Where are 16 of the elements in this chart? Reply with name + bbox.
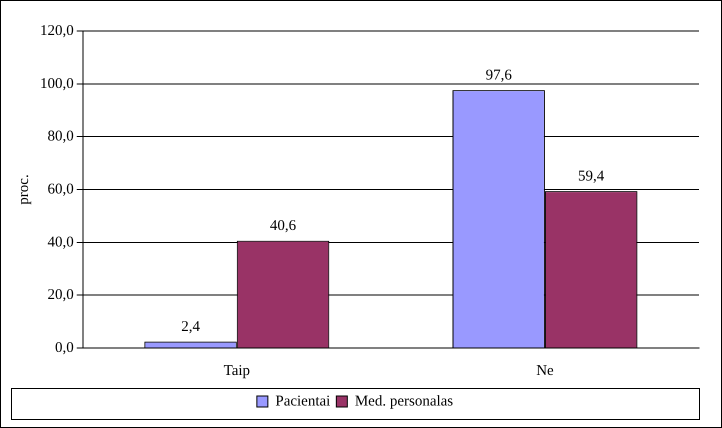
data-label: 59,4 bbox=[578, 168, 605, 185]
data-label: 97,6 bbox=[486, 68, 512, 84]
data-label: 2,4 bbox=[181, 319, 200, 336]
y-tick-label: 120,0 bbox=[40, 22, 74, 39]
x-tick-label: Taip bbox=[224, 362, 250, 379]
y-axis-title: proc. bbox=[16, 174, 32, 205]
y-tick-label: 40,0 bbox=[48, 234, 74, 250]
data-label: 40,6 bbox=[270, 218, 297, 234]
y-tick-label: 0,0 bbox=[55, 340, 74, 356]
y-tick-label: 80,0 bbox=[48, 128, 74, 145]
y-tick-label: 20,0 bbox=[48, 287, 74, 304]
y-tick-label: 60,0 bbox=[48, 181, 74, 198]
x-tick-label: Ne bbox=[536, 362, 554, 379]
legend-label: Med. personalas bbox=[354, 393, 454, 410]
y-tick-label: 100,0 bbox=[40, 76, 74, 92]
legend-label: Pacientai bbox=[275, 393, 330, 410]
